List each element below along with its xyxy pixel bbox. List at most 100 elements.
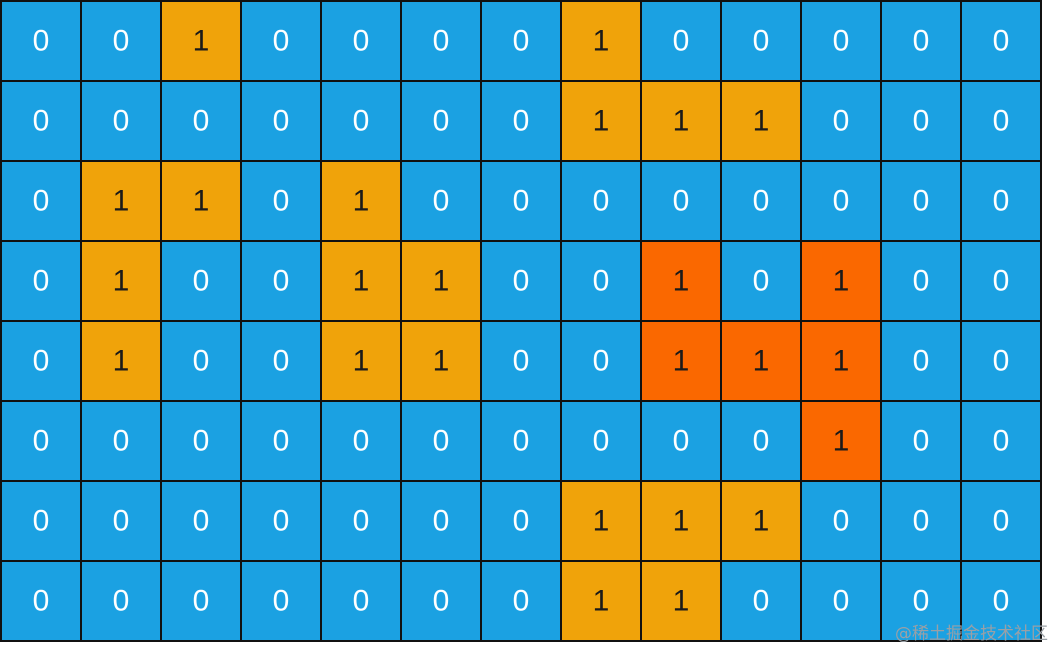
cell-value: 0	[673, 425, 690, 458]
cell-value: 0	[993, 505, 1010, 538]
cell-value: 0	[433, 425, 450, 458]
cell	[320, 560, 402, 642]
cell	[80, 320, 162, 402]
cell	[640, 320, 722, 402]
cell	[800, 400, 882, 482]
cell-value: 0	[433, 25, 450, 58]
cell-value: 0	[593, 345, 610, 378]
cell	[0, 160, 82, 242]
cell-value: 1	[193, 185, 210, 218]
cell-value: 0	[513, 25, 530, 58]
cell	[960, 320, 1042, 402]
cell-value: 0	[433, 185, 450, 218]
cell	[480, 400, 562, 482]
cell	[480, 80, 562, 162]
cell	[80, 400, 162, 482]
cell-value: 0	[273, 425, 290, 458]
cell	[0, 560, 82, 642]
cell-value: 0	[513, 265, 530, 298]
grid: 0 0 1 0 0 0 0 1 0 0 0 0 0 0 0 0 0 0 0 0 1 1 1 0 0 0 0 1 1 0 1 0 0 0 0 0 0 0 0 0…	[0, 0, 1042, 642]
cell-value: 0	[993, 425, 1010, 458]
cell	[80, 0, 162, 82]
cell-value: 0	[993, 185, 1010, 218]
cell-value: 0	[513, 585, 530, 618]
cell-value: 0	[593, 265, 610, 298]
cell	[400, 480, 482, 562]
cell-value: 0	[433, 105, 450, 138]
cell	[240, 560, 322, 642]
cell-value: 1	[673, 505, 690, 538]
cell	[560, 0, 642, 82]
cell	[880, 560, 962, 642]
cell-value: 0	[273, 105, 290, 138]
cell-value: 0	[193, 585, 210, 618]
cell-value: 0	[993, 585, 1010, 618]
cell	[960, 400, 1042, 482]
cell	[0, 320, 82, 402]
cell	[320, 400, 402, 482]
cell	[720, 240, 802, 322]
cell-value: 0	[33, 505, 50, 538]
cell	[0, 80, 82, 162]
cell	[720, 0, 802, 82]
cell-value: 1	[753, 345, 770, 378]
cell	[160, 560, 242, 642]
cell-value: 0	[913, 585, 930, 618]
cell-value: 0	[753, 265, 770, 298]
cell	[400, 560, 482, 642]
cell-value: 0	[33, 345, 50, 378]
cell-value: 0	[113, 505, 130, 538]
cell	[80, 560, 162, 642]
cell	[160, 80, 242, 162]
cell-value: 0	[193, 265, 210, 298]
cell	[400, 240, 482, 322]
cell-value: 0	[753, 185, 770, 218]
cell	[640, 400, 722, 482]
cell-value: 0	[913, 425, 930, 458]
cell-value: 0	[273, 345, 290, 378]
cell	[800, 240, 882, 322]
cell-value: 0	[273, 505, 290, 538]
cell	[560, 400, 642, 482]
cell-value: 0	[273, 185, 290, 218]
cell	[320, 480, 402, 562]
cell	[640, 480, 722, 562]
cell-value: 1	[833, 265, 850, 298]
cell-value: 1	[753, 505, 770, 538]
cell-value: 0	[993, 105, 1010, 138]
cell	[240, 80, 322, 162]
cell-value: 1	[673, 585, 690, 618]
cell-value: 0	[433, 505, 450, 538]
cell	[160, 480, 242, 562]
cell-value: 1	[353, 345, 370, 378]
cell-value: 0	[753, 25, 770, 58]
cell	[800, 160, 882, 242]
cell-value: 0	[113, 105, 130, 138]
cell-value: 0	[513, 505, 530, 538]
cell-value: 0	[113, 585, 130, 618]
cell	[0, 0, 82, 82]
cell-value: 0	[193, 345, 210, 378]
cell-value: 0	[593, 425, 610, 458]
cell-value: 0	[753, 425, 770, 458]
cell-value: 0	[513, 185, 530, 218]
cell-value: 0	[513, 345, 530, 378]
cell-value: 0	[993, 265, 1010, 298]
cell-value: 0	[913, 25, 930, 58]
cell	[240, 400, 322, 482]
cell-value: 0	[913, 505, 930, 538]
cell	[800, 560, 882, 642]
cell-value: 1	[593, 25, 610, 58]
cell	[0, 480, 82, 562]
cell-value: 0	[833, 25, 850, 58]
cell-value: 0	[513, 105, 530, 138]
cell-value: 1	[433, 265, 450, 298]
cell-value: 0	[353, 585, 370, 618]
cell	[80, 160, 162, 242]
cell	[560, 560, 642, 642]
cell-value: 0	[193, 425, 210, 458]
cell	[400, 0, 482, 82]
cell-value: 0	[593, 185, 610, 218]
cell-value: 0	[833, 585, 850, 618]
cell-value: 0	[993, 25, 1010, 58]
